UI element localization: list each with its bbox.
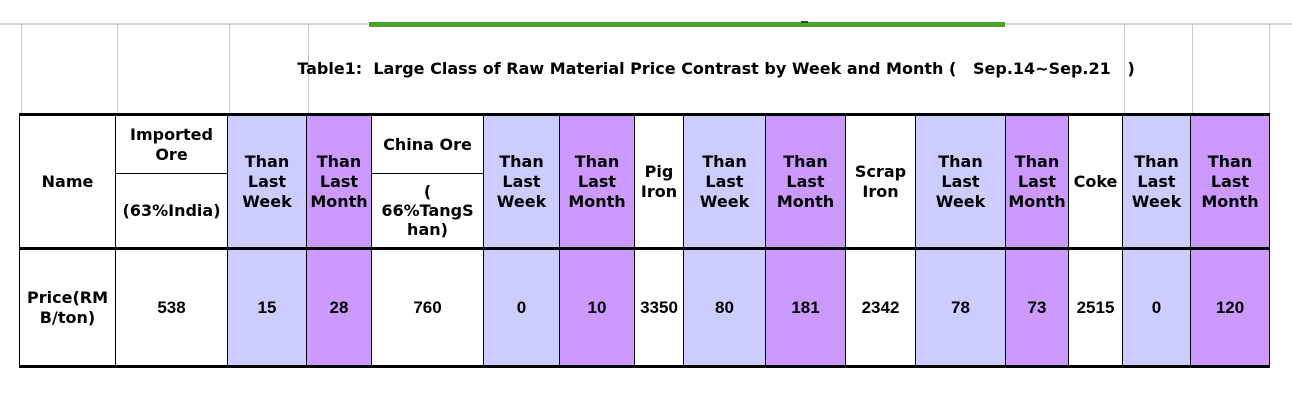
data-cell-price-label: Price(RMB/ton)	[20, 250, 116, 365]
header-cell-than-last-month-2: Than Last Month	[560, 116, 635, 247]
header-cell-than-last-week-1: Than Last Week	[228, 116, 307, 247]
header-cell-china-ore: China Ore ( 66%TangShan)	[372, 116, 484, 247]
data-cell-imported-ore-price: 538	[116, 250, 228, 365]
gridline	[117, 24, 118, 113]
table-title-cell: Table1: Large Class of Raw Material Pric…	[297, 24, 1135, 113]
data-cell-pig-iron-month: 181	[766, 250, 846, 365]
data-cell-scrap-iron-month: 73	[1006, 250, 1069, 365]
data-cell-coke-price: 2515	[1069, 250, 1123, 365]
header-cell-than-last-week-3: Than Last Week	[684, 116, 766, 247]
chart-bottom-rule	[369, 22, 1005, 27]
data-cell-imported-ore-month: 28	[307, 250, 372, 365]
table-data-row: Price(RMB/ton) 538 15 28 760 0 10 3350 8…	[20, 250, 1269, 365]
data-cell-coke-week: 0	[1123, 250, 1191, 365]
header-cell-scrap-iron: Scrap Iron	[846, 116, 916, 247]
header-cell-than-last-week-5: Than Last Week	[1123, 116, 1191, 247]
table-title: Table1: Large Class of Raw Material Pric…	[297, 59, 1135, 78]
header-imported-ore-grade: (63%India)	[122, 200, 221, 220]
header-cell-than-last-month-3: Than Last Month	[766, 116, 846, 247]
header-cell-pig-iron: Pig Iron	[635, 116, 684, 247]
table-header-row: Name Imported Ore (63%India) Than Last W…	[20, 116, 1269, 250]
header-cell-coke: Coke	[1069, 116, 1123, 247]
data-cell-china-ore-price: 760	[372, 250, 484, 365]
gridline	[1269, 24, 1270, 113]
gridline	[308, 24, 309, 113]
data-cell-china-ore-month: 10	[560, 250, 635, 365]
gridline	[21, 24, 22, 113]
header-cell-than-last-month-1: Than Last Month	[307, 116, 372, 247]
header-cell-than-last-month-5: Than Last Month	[1191, 116, 1269, 247]
data-cell-pig-iron-week: 80	[684, 250, 766, 365]
data-cell-scrap-iron-price: 2342	[846, 250, 916, 365]
raw-material-price-table: Name Imported Ore (63%India) Than Last W…	[19, 113, 1270, 368]
gridline	[1124, 24, 1125, 113]
header-cell-than-last-week-4: Than Last Week	[916, 116, 1006, 247]
title-row: Table1: Large Class of Raw Material Pric…	[21, 24, 1270, 113]
data-cell-china-ore-week: 0	[484, 250, 560, 365]
header-cell-than-last-week-2: Than Last Week	[484, 116, 560, 247]
header-cell-than-last-month-4: Than Last Month	[1006, 116, 1069, 247]
gridline	[1192, 24, 1193, 113]
header-cell-name: Name	[20, 116, 116, 247]
gridline	[229, 24, 230, 113]
chart-rule-tick	[801, 21, 808, 23]
data-cell-imported-ore-week: 15	[228, 250, 307, 365]
header-cell-imported-ore: Imported Ore (63%India)	[116, 116, 228, 247]
header-china-ore-grade: ( 66%TangShan)	[381, 181, 474, 240]
data-cell-coke-month: 120	[1191, 250, 1269, 365]
header-imported-ore-label: Imported Ore	[116, 116, 227, 174]
header-china-ore-label: China Ore	[372, 116, 483, 174]
data-cell-pig-iron-price: 3350	[635, 250, 684, 365]
data-cell-scrap-iron-week: 78	[916, 250, 1006, 365]
